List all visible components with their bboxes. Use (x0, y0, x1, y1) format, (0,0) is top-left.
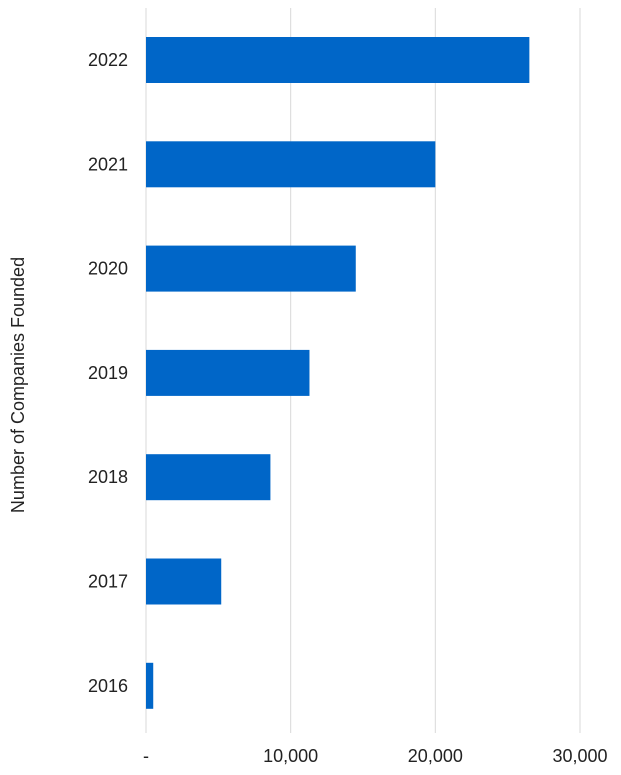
bar (146, 454, 271, 501)
category-label: 2017 (88, 572, 128, 592)
category-label: 2018 (88, 467, 128, 487)
bar (146, 349, 310, 396)
bar (146, 558, 222, 605)
bar (146, 245, 356, 292)
category-label: 2022 (88, 50, 128, 70)
x-tick-label: 20,000 (408, 746, 463, 766)
bar (146, 141, 436, 188)
bar (146, 37, 530, 83)
x-tick-label: 30,000 (552, 746, 607, 766)
category-label: 2020 (88, 259, 128, 279)
category-label: 2016 (88, 676, 128, 696)
bars (146, 37, 530, 709)
x-tick-labels: - 10,000 20,000 30,000 (143, 746, 608, 766)
category-label: 2021 (88, 154, 128, 174)
x-tick-label: 10,000 (263, 746, 318, 766)
y-axis-label: Number of Companies Founded (8, 257, 28, 513)
category-labels: 2022 2021 2020 2019 2018 2017 2016 (88, 50, 128, 696)
category-label: 2019 (88, 363, 128, 383)
x-tick-label: - (143, 746, 149, 766)
bar (146, 662, 154, 709)
